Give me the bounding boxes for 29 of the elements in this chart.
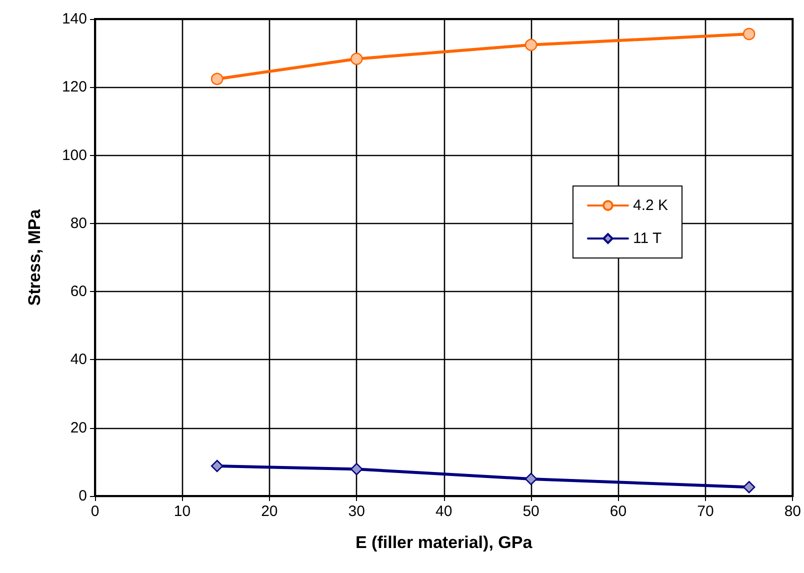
legend-label: 11 T: [632, 230, 662, 247]
x-tick-label: 70: [697, 503, 714, 520]
y-tick-label: 140: [62, 10, 87, 28]
y-tick-label: 80: [70, 214, 87, 232]
y-tick-label: 40: [70, 351, 87, 368]
x-axis-title: E (filler material), GPa: [355, 533, 533, 552]
x-tick-label: 80: [784, 503, 801, 520]
point: [350, 52, 363, 66]
x-tick-label: 30: [348, 503, 365, 520]
point: [742, 28, 756, 40]
legend-label: 4.2 K: [632, 197, 668, 214]
x-tick-label: 20: [261, 503, 278, 520]
x-tick-label: 60: [610, 503, 627, 520]
point: [524, 38, 538, 52]
x-tick-label: 0: [90, 503, 100, 520]
y-tick-label: 0: [78, 488, 87, 504]
y-axis-title: Stress, MPa: [25, 208, 44, 306]
y-tick-label: 60: [70, 283, 87, 300]
point: [524, 472, 538, 486]
y-tick-label: 20: [70, 419, 87, 436]
x-tick-label: 50: [522, 503, 540, 520]
x-tick-label: 10: [174, 503, 191, 520]
y-tick-label: 120: [62, 78, 87, 96]
y-tick-label: 100: [62, 146, 87, 164]
point: [350, 462, 363, 476]
x-tick-label: 40: [435, 503, 452, 520]
point: [210, 72, 224, 86]
point: [210, 460, 224, 472]
point: [742, 480, 756, 494]
